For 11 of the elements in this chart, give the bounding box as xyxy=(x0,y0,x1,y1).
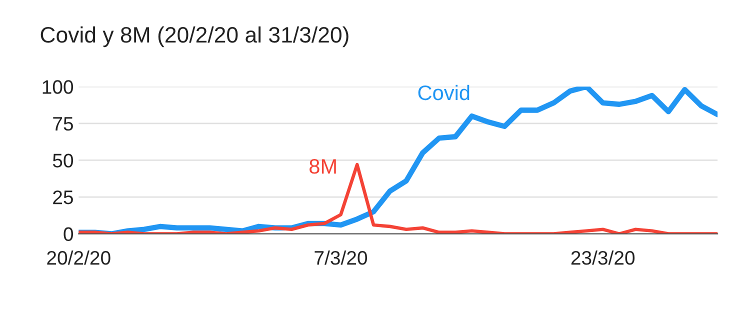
x-tick-label: 7/3/20 xyxy=(314,250,368,265)
y-tick-label: 0 xyxy=(64,227,74,242)
y-tick-label: 50 xyxy=(52,154,74,168)
y-tick-label: 25 xyxy=(53,190,73,204)
x-tick-label: 23/3/20 xyxy=(571,250,635,265)
x-tick-label: 20/2/20 xyxy=(47,250,110,265)
y-tick-label: 100 xyxy=(42,80,74,94)
y-tick-label: 75 xyxy=(53,117,73,131)
series-label: 8M xyxy=(310,159,336,174)
series-label: Covid xyxy=(418,84,470,100)
chart-title: Covid y 8M (20/2/20 al 31/3/20) xyxy=(40,26,348,48)
